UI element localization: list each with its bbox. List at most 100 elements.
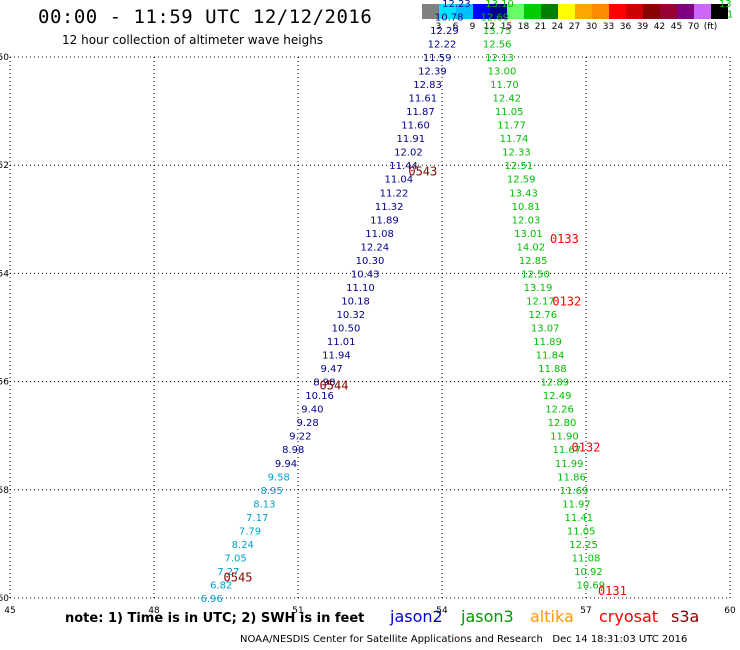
- wave-height-label: 12.23: [442, 0, 471, 10]
- wave-height-label: 1: [727, 10, 733, 21]
- scale-swatch: [626, 4, 643, 19]
- wave-height-label: 8.98: [313, 378, 335, 389]
- wave-height-label: 9.58: [268, 472, 290, 483]
- wave-height-label: 12.50: [521, 269, 550, 280]
- wave-height-label: 11.59: [423, 53, 452, 64]
- wave-height-label: 11.08: [365, 229, 394, 240]
- legend-jason2: jason2: [390, 607, 443, 626]
- units-note: note: 1) Time is in UTC; 2) SWH is in fe…: [65, 611, 365, 626]
- wave-height-label: 11.84: [536, 351, 565, 362]
- wave-height-label: 12.33: [502, 148, 531, 159]
- wave-height-label: 11.70: [490, 80, 519, 91]
- lat-tick-label: -52: [0, 161, 9, 171]
- wave-height-label: 11.89: [533, 337, 562, 348]
- wave-height-label: 11.86: [557, 472, 586, 483]
- wave-height-label: 7.17: [246, 513, 268, 524]
- wave-height-label: 10.78: [435, 12, 464, 23]
- scale-swatch: [490, 4, 507, 19]
- scale-label: 12: [483, 22, 496, 32]
- wave-height-label: 11.41: [564, 513, 593, 524]
- wave-height-label: 11.90: [550, 432, 579, 443]
- lat-tick-label: -56: [0, 378, 9, 388]
- wave-height-label: 11.91: [396, 134, 425, 145]
- wave-height-label: 10.69: [576, 580, 605, 591]
- wave-height-label: 8.98: [282, 445, 304, 456]
- pass-time-label: 0545: [224, 570, 253, 584]
- scale-swatch: [558, 4, 575, 19]
- wave-height-label: 13.07: [531, 324, 560, 335]
- scale-label: 45: [670, 22, 683, 32]
- wave-height-label: 12.03: [512, 215, 541, 226]
- wave-height-label: 11.05: [567, 526, 596, 537]
- wave-height-label: 10.30: [356, 256, 385, 267]
- wave-height-label: 12.25: [569, 540, 598, 551]
- wave-height-label: 13: [719, 0, 732, 10]
- scale-label: 42: [653, 22, 666, 32]
- scale-swatch: [541, 4, 558, 19]
- scale-label: 30: [585, 22, 598, 32]
- wave-height-label: 9.94: [275, 459, 297, 470]
- wave-height-label: 7.05: [224, 553, 246, 564]
- legend-cryosat: cryosat: [599, 607, 659, 626]
- wave-height-label: 8.24: [232, 540, 254, 551]
- lat-tick-label: -60: [0, 594, 9, 604]
- wave-height-label: 6.82: [210, 580, 232, 591]
- scale-label: 70: [687, 22, 700, 32]
- pass-time-label: 0133: [550, 232, 579, 246]
- wave-height-label: 14.02: [516, 242, 545, 253]
- wave-height-label: 8.13: [253, 499, 275, 510]
- wave-height-label: 13.43: [509, 188, 538, 199]
- scale-swatch: [456, 4, 473, 19]
- wave-height-label: 11.01: [327, 337, 356, 348]
- wave-height-label: 10.81: [512, 202, 541, 213]
- wave-height-label: 11.32: [375, 202, 404, 213]
- scale-label: 6: [452, 22, 459, 32]
- wave-height-label: 12.29: [430, 26, 459, 37]
- wave-height-label: 13.00: [488, 67, 517, 78]
- wave-height-label: 12.76: [528, 310, 557, 321]
- scale-swatch: [677, 4, 694, 19]
- wave-height-label: 11.61: [408, 94, 437, 105]
- scale-label: 3: [435, 22, 442, 32]
- wave-height-label: 11.60: [401, 121, 430, 132]
- wave-height-label: 12.17: [526, 296, 555, 307]
- scale-label: 39: [636, 22, 649, 32]
- wave-height-label: 7.79: [239, 526, 261, 537]
- scale-label: 21: [534, 22, 547, 32]
- lat-tick-label: -58: [0, 486, 9, 496]
- scale-swatch: [609, 4, 626, 19]
- pass-time-label: 0543: [408, 165, 437, 179]
- lon-tick-label: 54: [436, 606, 448, 616]
- wave-height-label: 12.89: [540, 378, 569, 389]
- wave-height-label: 9.28: [296, 418, 318, 429]
- wave-height-label: 7.27: [217, 567, 239, 578]
- wave-height-label: 11.44: [389, 161, 418, 172]
- wave-height-label: 12.26: [545, 405, 574, 416]
- wave-height-label: 12.24: [360, 242, 389, 253]
- scale-label: 18: [517, 22, 530, 32]
- scale-label: 9: [469, 22, 476, 32]
- wave-height-label: 12.59: [507, 175, 536, 186]
- wave-height-label: 11.99: [555, 459, 584, 470]
- wave-height-label: 12.85: [519, 256, 548, 267]
- lon-tick-label: 60: [724, 606, 736, 616]
- wave-height-label: 12.39: [418, 67, 447, 78]
- wave-height-label: 6.96: [200, 594, 222, 605]
- wave-height-label: 12.80: [548, 418, 577, 429]
- wave-height-label: 11.94: [322, 351, 351, 362]
- scale-label: 27: [568, 22, 581, 32]
- scale-swatch: [592, 4, 609, 19]
- wave-height-label: 12.42: [492, 94, 521, 105]
- wave-height-label: 10.16: [305, 391, 334, 402]
- wave-height-label: 11.04: [384, 175, 413, 186]
- wave-height-label: 8.95: [260, 486, 282, 497]
- lon-tick-label: 48: [148, 606, 160, 616]
- wave-height-label: 11.22: [380, 188, 409, 199]
- pass-time-label: 0131: [598, 584, 627, 598]
- wave-height-label: 13.75: [483, 26, 512, 37]
- wave-height-label: 11.10: [346, 283, 375, 294]
- legend-jason3: jason3: [461, 607, 514, 626]
- lat-tick-label: -54: [0, 269, 9, 279]
- wave-height-label: 11.97: [562, 499, 591, 510]
